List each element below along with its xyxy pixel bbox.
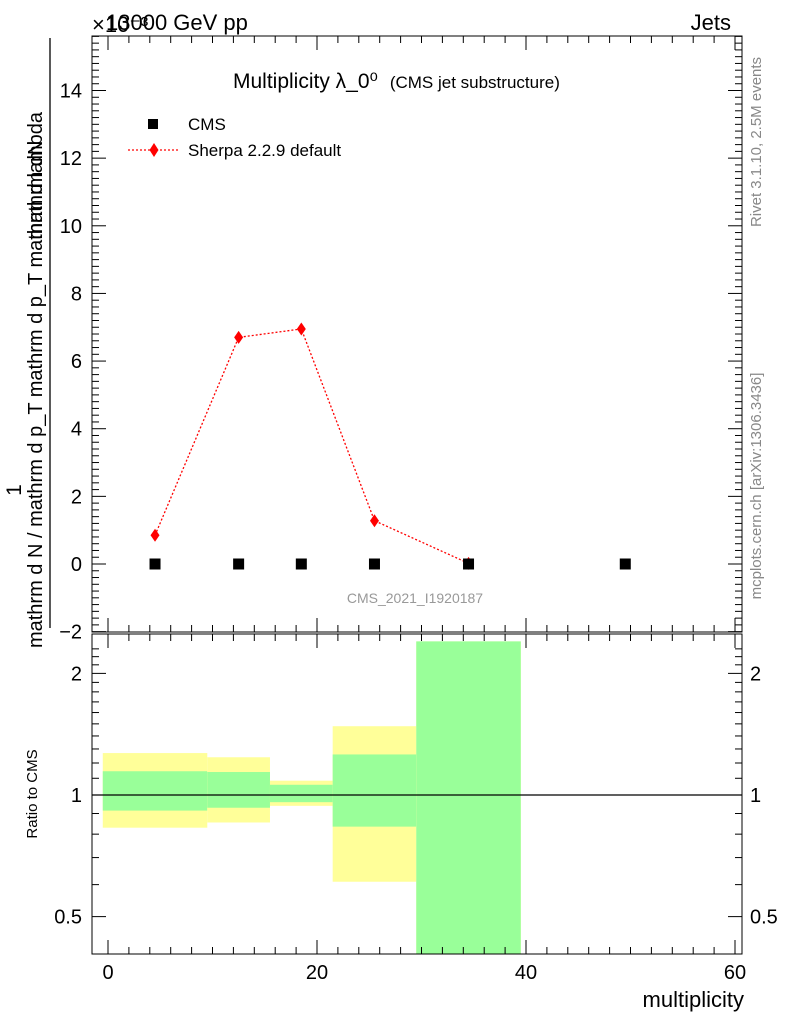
legend-label-sherpa: Sherpa 2.2.9 default	[188, 141, 341, 160]
ratio-y-tick-label-right: 0.5	[750, 907, 778, 929]
cms-point	[463, 558, 475, 570]
cms-point	[619, 558, 631, 570]
ratio-y-tick-label-left: 2	[71, 663, 82, 685]
main-y-tick-label: 12	[60, 148, 82, 170]
ratio-y-tick-label-right: 2	[750, 663, 761, 685]
ratio-band-green	[416, 641, 521, 954]
mcplots-info: mcplots.cern.ch [arXiv:1306.3436]	[748, 373, 765, 600]
ratio-band-green	[207, 772, 270, 808]
watermark: CMS_2021_I1920187	[347, 590, 483, 606]
y-axis-label-denominator: mathrm d N / mathrm d p_T mathrm d p_T m…	[25, 111, 47, 648]
sherpa-point	[369, 514, 379, 528]
cms-point	[295, 558, 307, 570]
rivet-info: Rivet 3.1.10, 2.5M events	[748, 57, 765, 227]
main-plot-frame	[91, 35, 743, 633]
main-y-tick-label: 2	[71, 486, 82, 508]
main-y-tick-label: 8	[71, 283, 82, 305]
ratio-band-green	[269, 784, 333, 803]
ratio-x-tick-label: 40	[515, 962, 537, 984]
ratio-x-tick-label: 20	[306, 962, 328, 984]
beam-label: 13000 GeV pp	[106, 10, 248, 35]
ratio-y-tick-label-left: 1	[71, 785, 82, 807]
legend-marker-sherpa	[149, 143, 159, 157]
main-y-tick-label: 0	[71, 554, 82, 576]
chart-subtitle: (CMS jet substructure)	[390, 73, 560, 92]
ratio-x-tick-label: 60	[724, 962, 746, 984]
ratio-band-green	[332, 754, 417, 827]
main-y-tick-label: 4	[71, 419, 82, 441]
x-axis-label: multiplicity	[643, 987, 744, 1012]
cms-point	[233, 558, 245, 570]
y-axis-label-numerator: mathrm dN	[25, 141, 47, 240]
ratio-band-green	[102, 771, 208, 811]
ratio-plot-frame	[91, 633, 743, 955]
ratio-y-tick-label-right: 1	[750, 785, 761, 807]
main-plot-panel: −2 0 2 4 6 8 10 12 14	[59, 35, 742, 644]
sherpa-point	[234, 330, 244, 344]
exponent-label: ×10⁻³	[92, 12, 148, 37]
legend: CMS Sherpa 2.2.9 default	[128, 115, 341, 160]
y-axis-label-one: 1	[3, 484, 26, 496]
sherpa-point	[296, 322, 306, 336]
chart-title: Multiplicity λ_0⁰ (CMS jet substructure)	[233, 70, 560, 93]
legend-marker-cms	[148, 119, 158, 129]
main-y-tick-label: 10	[60, 216, 82, 238]
main-y-tick-label: −2	[59, 622, 82, 644]
category-label: Jets	[691, 10, 731, 35]
sherpa-line	[154, 328, 469, 564]
ratio-x-tick-label: 0	[102, 962, 113, 984]
legend-label-cms: CMS	[188, 115, 226, 134]
ratio-plot-panel: 0 20 40 60 0.5 0.5 1 1 2 2	[54, 634, 778, 984]
main-y-tick-label: 6	[71, 351, 82, 373]
cms-point	[368, 558, 380, 570]
sherpa-point	[150, 528, 160, 542]
cms-point	[149, 558, 161, 570]
main-y-tick-label: 14	[60, 81, 82, 103]
ratio-y-tick-label-left: 0.5	[54, 907, 82, 929]
chart-title-main: Multiplicity λ_0⁰	[233, 70, 378, 93]
ratio-y-axis-label: Ratio to CMS	[24, 749, 41, 838]
